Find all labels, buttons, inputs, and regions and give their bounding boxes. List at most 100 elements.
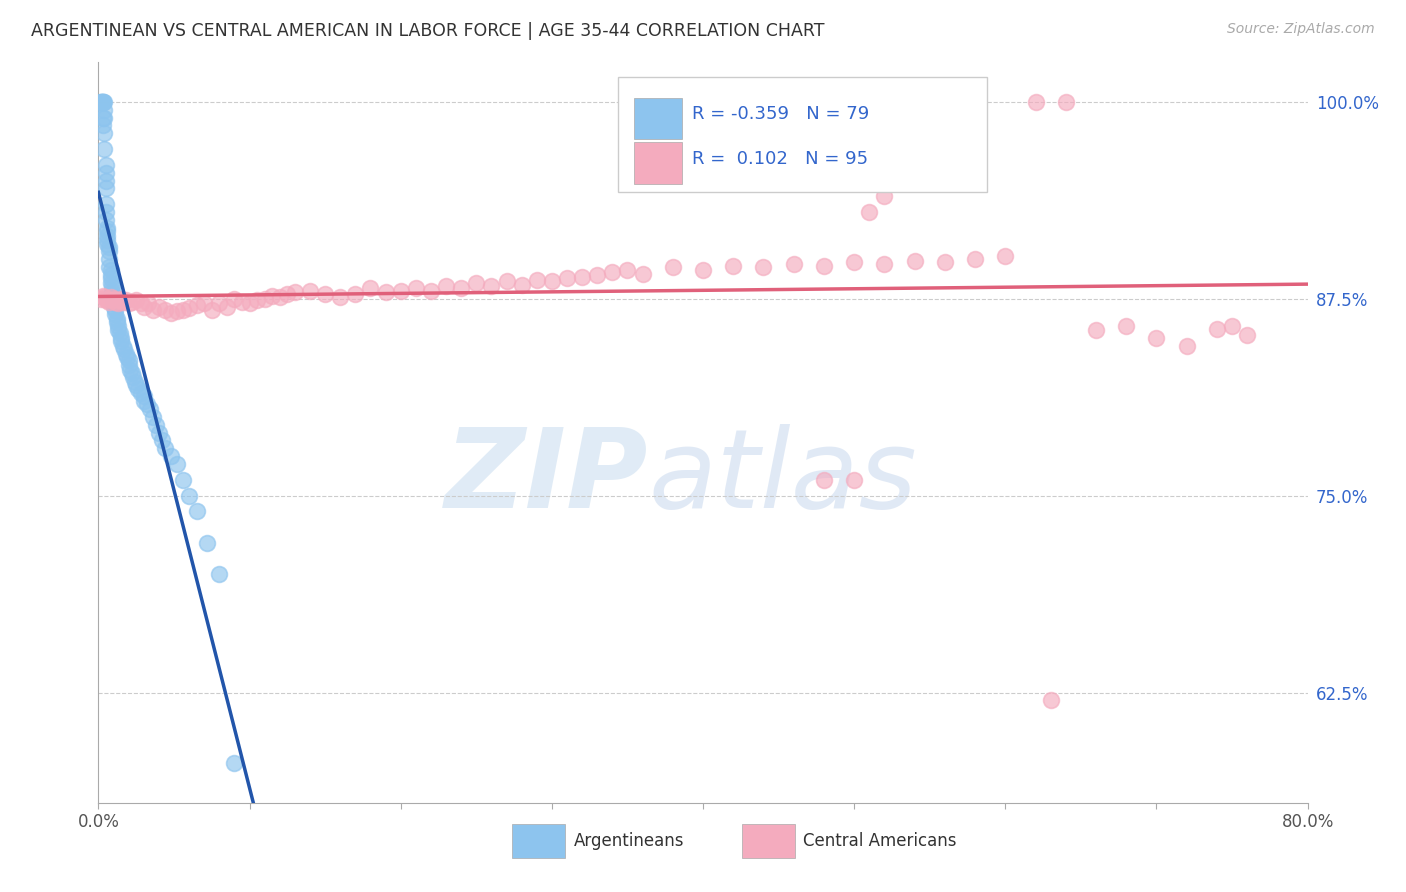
Point xyxy=(153,302,176,317)
Point xyxy=(571,269,593,284)
Point xyxy=(122,370,145,384)
Point xyxy=(166,304,188,318)
Point xyxy=(555,271,578,285)
Point xyxy=(314,287,336,301)
Point xyxy=(90,95,112,109)
Point xyxy=(96,236,118,251)
Point xyxy=(179,301,201,315)
Point xyxy=(127,382,149,396)
Point xyxy=(495,274,517,288)
Point xyxy=(112,342,135,356)
Point xyxy=(100,263,122,277)
Point xyxy=(692,263,714,277)
Point xyxy=(91,119,114,133)
Point xyxy=(110,292,132,306)
Point xyxy=(114,293,136,308)
Point xyxy=(828,173,851,187)
Point xyxy=(201,302,224,317)
Point xyxy=(93,95,115,109)
Point xyxy=(100,290,122,304)
Point xyxy=(374,285,396,300)
Point xyxy=(96,228,118,243)
Point xyxy=(752,142,775,156)
Point xyxy=(107,296,129,310)
Point xyxy=(172,302,194,317)
Point xyxy=(150,434,173,448)
Point xyxy=(813,473,835,487)
Point xyxy=(434,279,457,293)
Point xyxy=(94,293,117,308)
Point xyxy=(96,220,118,235)
Point xyxy=(94,205,117,219)
Point xyxy=(844,473,866,487)
Point xyxy=(105,312,128,326)
Point xyxy=(450,281,472,295)
Point xyxy=(107,318,129,333)
Point xyxy=(93,111,115,125)
Point xyxy=(148,425,170,440)
Point xyxy=(1175,339,1198,353)
Point xyxy=(752,260,775,275)
Point xyxy=(179,489,201,503)
Point xyxy=(94,158,117,172)
Point xyxy=(110,331,132,345)
Point xyxy=(108,293,131,308)
Point xyxy=(904,254,927,268)
Point xyxy=(100,271,122,285)
Point xyxy=(616,263,638,277)
Text: Central Americans: Central Americans xyxy=(803,832,957,850)
Point xyxy=(105,315,128,329)
Point xyxy=(125,293,148,308)
Point xyxy=(103,300,125,314)
Point xyxy=(1054,95,1077,109)
Point xyxy=(360,281,382,295)
Point xyxy=(142,302,165,317)
Point xyxy=(481,279,503,293)
Point xyxy=(111,294,134,309)
Point xyxy=(208,567,231,582)
Point xyxy=(105,293,128,308)
Text: Source: ZipAtlas.com: Source: ZipAtlas.com xyxy=(1227,22,1375,37)
Point xyxy=(132,389,155,403)
Point xyxy=(813,259,835,273)
Point xyxy=(101,287,124,301)
Point xyxy=(104,302,127,317)
Point xyxy=(208,296,231,310)
Point xyxy=(160,449,183,463)
Point xyxy=(114,347,136,361)
Point xyxy=(139,402,162,417)
Point xyxy=(965,252,987,267)
Point xyxy=(253,292,276,306)
Point xyxy=(118,353,141,368)
Point xyxy=(239,296,262,310)
Point xyxy=(107,323,129,337)
Point xyxy=(91,288,114,302)
Point xyxy=(93,126,115,140)
Point xyxy=(526,273,548,287)
Point xyxy=(858,205,880,219)
Point xyxy=(631,267,654,281)
Point xyxy=(1206,321,1229,335)
Point xyxy=(94,181,117,195)
Point xyxy=(91,111,114,125)
Point xyxy=(153,442,176,456)
Point xyxy=(186,504,208,518)
Point xyxy=(224,292,246,306)
Point xyxy=(405,281,427,295)
Point xyxy=(98,240,121,254)
Point xyxy=(90,95,112,109)
Point xyxy=(186,298,208,312)
Point xyxy=(844,255,866,269)
Point xyxy=(1115,318,1137,333)
Point xyxy=(121,294,143,309)
Point xyxy=(193,296,215,310)
Point xyxy=(329,290,352,304)
Point xyxy=(661,260,683,275)
Point xyxy=(420,284,443,298)
Point xyxy=(94,197,117,211)
Point xyxy=(104,294,127,309)
Point xyxy=(101,293,124,308)
Point xyxy=(873,257,896,271)
Point xyxy=(142,409,165,424)
Point xyxy=(101,284,124,298)
